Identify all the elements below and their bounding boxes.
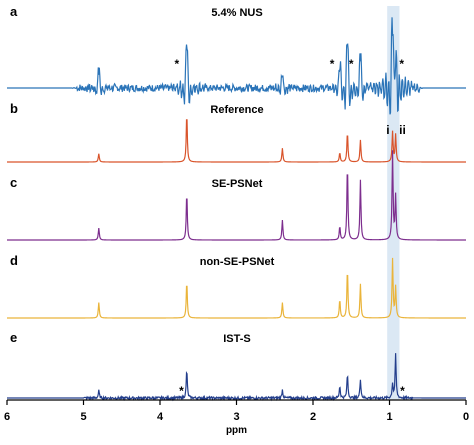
panel-letter-c: c — [10, 175, 17, 190]
panel-e: e IST-S * * — [7, 330, 466, 402]
annotation-a-0: * — [174, 57, 179, 71]
panel-a: a 5.4% NUS * * * * — [7, 4, 466, 115]
x-tick-label-1: 1 — [386, 411, 392, 423]
spectrum-line-a — [7, 17, 466, 115]
annotation-b-0: i — [386, 123, 389, 137]
annotation-b-1: ii — [399, 123, 406, 137]
x-tick-label-4: 4 — [157, 411, 164, 423]
spectrum-line-c — [7, 150, 466, 241]
panel-b: b Reference i ii — [7, 101, 466, 163]
annotation-a-2: * — [349, 57, 354, 71]
x-tick-label-0: 0 — [463, 411, 469, 423]
panel-letter-a: a — [10, 4, 18, 19]
annotation-a-3: * — [399, 57, 404, 71]
x-tick-label-3: 3 — [233, 411, 239, 423]
annotation-e-1: * — [400, 384, 405, 398]
panel-title-a: 5.4% NUS — [211, 7, 262, 19]
x-axis-ticks: 6 5 4 3 2 1 0 — [4, 400, 469, 423]
spectrum-line-b — [7, 119, 466, 163]
panel-letter-d: d — [10, 253, 18, 268]
annotation-a-1: * — [330, 57, 335, 71]
panel-letter-b: b — [10, 101, 18, 116]
x-axis: 6 5 4 3 2 1 0 ppm — [4, 399, 469, 436]
x-tick-label-5: 5 — [80, 411, 86, 423]
panel-title-b: Reference — [210, 104, 263, 116]
panel-d: d non-SE-PSNet — [7, 253, 466, 319]
spectrum-line-d — [7, 257, 466, 319]
annotation-e-0: * — [179, 384, 184, 398]
spectra-panels: a 5.4% NUS * * * * b Reference i ii c SE-PSNet d non-… — [7, 4, 466, 402]
panel-title-e: IST-S — [223, 333, 251, 345]
panel-letter-e: e — [10, 330, 17, 345]
x-tick-label-6: 6 — [4, 411, 10, 423]
panel-title-d: non-SE-PSNet — [200, 256, 275, 268]
panel-c: c SE-PSNet — [7, 150, 466, 241]
x-axis-title: ppm — [226, 425, 247, 436]
panel-title-c: SE-PSNet — [212, 178, 263, 190]
x-tick-label-2: 2 — [310, 411, 316, 423]
spectrum-line-e — [7, 353, 466, 402]
